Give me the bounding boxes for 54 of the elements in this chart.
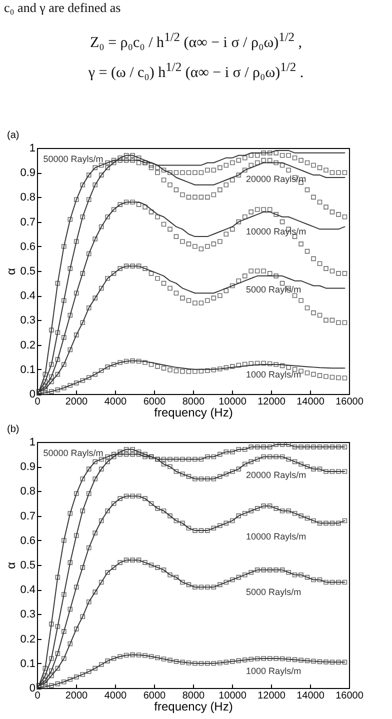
y-tick-label: 0.7	[20, 510, 36, 522]
x-tick-label: 8000	[182, 396, 206, 408]
chart-title: (a)	[7, 130, 20, 141]
y-tick-label: 0.2	[20, 633, 36, 646]
annotation: 10000 Rayls/m	[246, 532, 306, 542]
x-tick-label: 12000	[258, 690, 286, 702]
y-tick-label: 0.9	[20, 167, 36, 180]
text: γ = (ω / c₀) h$^{1/2}$ (α∞ − i σ / ρ₀ω)$^{1/2}$ .	[87, 60, 305, 82]
y-tick-label: 0.2	[20, 339, 36, 352]
x-tick-label: 6000	[143, 396, 166, 408]
y-axis-title: α	[4, 562, 18, 569]
x-tick-label: 10000	[218, 396, 247, 408]
y-tick-label: 0.7	[20, 216, 36, 228]
annotation: 5000 Rayls/m	[246, 587, 302, 598]
y-tick-label: 0.8	[20, 192, 36, 204]
y-tick-label: 0.1	[20, 364, 36, 376]
y-tick-label: 0.8	[20, 486, 36, 498]
y-tick-label: 0.9	[20, 461, 36, 474]
y-tick-label: 0.1	[20, 658, 36, 670]
annotation: 50000 Rayls/m	[43, 154, 104, 164]
x-tick-label: 2000	[65, 690, 88, 702]
y-tick-label: 0.3	[20, 608, 36, 621]
x-tick-label: 14000	[296, 396, 325, 408]
y-tick-label: 0.5	[20, 266, 36, 278]
annotation: 20000 Rayls/m	[246, 470, 306, 480]
annotation: 1000 Rayls/m	[246, 369, 302, 380]
annotation: 5000 Rayls/m	[246, 284, 302, 294]
x-tick-label: 2000	[65, 396, 88, 408]
x-tick-label: 14000	[296, 690, 325, 702]
y-tick-label: 0.4	[20, 290, 36, 302]
text: Z₀ = ρ₀c₀ / h$^{1/2}$ (α∞ − i σ / ρ₀ω)$^{1/2}$ ,	[88, 30, 304, 52]
x-tick-label: 4000	[104, 396, 128, 408]
y-tick-label: 0.5	[20, 560, 36, 572]
chart-title: (b)	[7, 424, 20, 435]
x-tick-label: 6000	[143, 690, 166, 702]
x-axis-title: frequency (Hz)	[154, 700, 233, 714]
text: c₀ and γ are defined as	[4, 0, 122, 16]
x-tick-label: 16000	[336, 690, 364, 702]
x-axis-title: frequency (Hz)	[154, 406, 233, 420]
y-tick-label: 1	[29, 436, 36, 448]
x-tick-label: 16000	[336, 396, 364, 408]
y-tick-label: 0.6	[20, 534, 36, 547]
x-tick-label: 4000	[104, 690, 128, 702]
y-tick-label: 0.3	[20, 314, 36, 327]
x-tick-label: 12000	[258, 396, 286, 408]
annotation: 10000 Rayls/m	[246, 226, 306, 237]
x-tick-label: 8000	[182, 690, 206, 702]
x-tick-label: 10000	[218, 690, 247, 702]
y-tick-label: 0.4	[20, 584, 36, 596]
y-tick-label: 1	[29, 142, 36, 154]
annotation: 1000 Rayls/m	[246, 666, 302, 676]
y-axis-title: α	[4, 268, 18, 275]
y-tick-label: 0.6	[20, 240, 36, 253]
annotation: 50000 Rayls/m	[43, 448, 104, 458]
